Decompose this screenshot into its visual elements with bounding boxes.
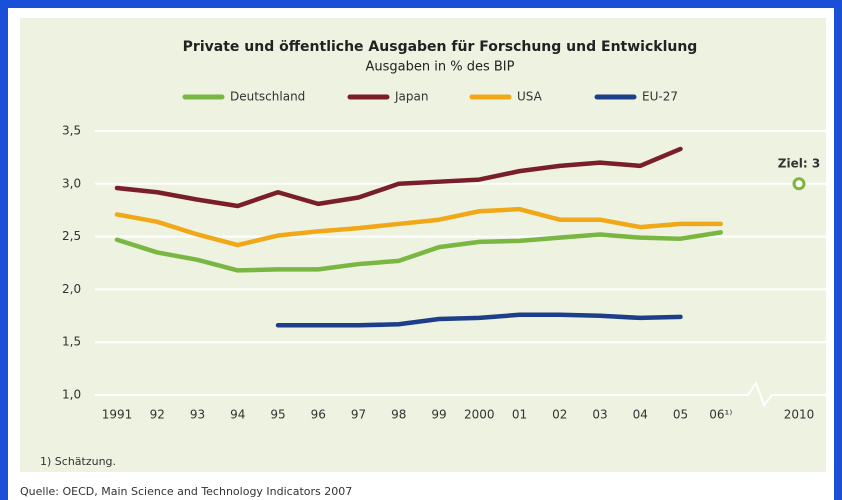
chart-subtitle: Ausgaben in % des BIP — [366, 60, 515, 75]
line-japan — [114, 146, 683, 209]
x-tick-label: 1991 — [102, 408, 133, 422]
x-tick-label: 96 — [311, 408, 326, 422]
legend-label: Japan — [394, 90, 428, 104]
x-tick-label: 97 — [351, 408, 366, 422]
footnote: 1) Schätzung. — [40, 455, 116, 468]
x-tick-label: 04 — [633, 408, 648, 422]
x-tick-label: 98 — [391, 408, 406, 422]
x-tick-label: 2000 — [464, 408, 495, 422]
y-tick-label: 1,0 — [62, 388, 81, 402]
x-tick-label: 92 — [150, 408, 165, 422]
y-tick-label: 2,5 — [62, 229, 81, 243]
source: Quelle: OECD, Main Science and Technolog… — [20, 485, 352, 498]
chart-panel — [20, 18, 826, 472]
x-tick-label: 05 — [673, 408, 688, 422]
legend-label: EU-27 — [642, 90, 678, 104]
x-tick-label: 06¹⁾ — [709, 408, 732, 422]
x-tick-label: 2010 — [784, 408, 815, 422]
y-tick-label: 2,0 — [62, 282, 81, 296]
target-label: Ziel: 3 — [778, 156, 820, 170]
y-tick-label: 3,5 — [62, 124, 81, 138]
line-eu-27 — [275, 312, 683, 328]
target-point — [792, 177, 806, 191]
x-tick-label: 94 — [230, 408, 245, 422]
x-tick-label: 03 — [592, 408, 607, 422]
line-deutschland — [114, 230, 723, 273]
y-tick-label: 3,0 — [62, 176, 81, 190]
x-tick-label: 02 — [552, 408, 567, 422]
chart-title: Private und öffentliche Ausgaben für For… — [183, 39, 698, 55]
x-tick-label: 01 — [512, 408, 527, 422]
legend-label: Deutschland — [230, 90, 305, 104]
x-tick-label: 95 — [270, 408, 285, 422]
grid-line — [95, 380, 826, 408]
x-tick-label: 93 — [190, 408, 205, 422]
legend-label: USA — [517, 90, 543, 104]
line-usa — [114, 206, 723, 248]
y-tick-label: 1,5 — [62, 335, 81, 349]
x-tick-label: 99 — [431, 408, 446, 422]
